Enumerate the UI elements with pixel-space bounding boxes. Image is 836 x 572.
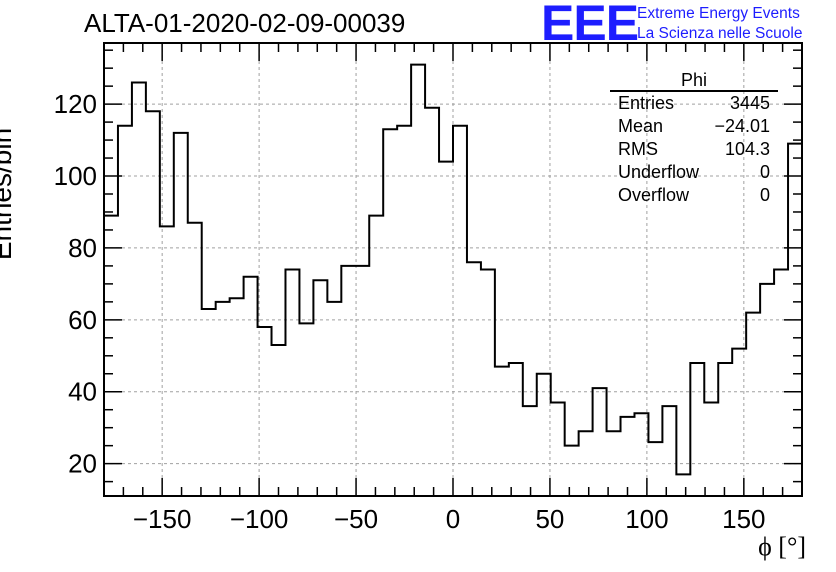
axis-ticks xyxy=(103,43,803,496)
stats-box: Phi Entries 3445 Mean −24.01 RMS 104.3 U… xyxy=(610,70,778,207)
eee-logo: EEE xyxy=(541,0,639,51)
x-axis-label: ϕ [°] xyxy=(758,532,806,561)
stats-box-divider xyxy=(610,90,778,92)
x-tick-label: −100 xyxy=(230,504,289,534)
stats-value: 3445 xyxy=(729,93,770,113)
histogram-series-line xyxy=(104,63,802,476)
stats-key: Overflow xyxy=(618,185,690,205)
stats-row-rms: RMS 104.3 xyxy=(610,138,778,161)
x-tick-label: 100 xyxy=(625,504,668,534)
stats-key: Entries xyxy=(618,93,675,113)
stats-value: 0 xyxy=(759,185,770,205)
x-tick-label: 150 xyxy=(722,504,765,534)
x-tick-label: −150 xyxy=(133,504,192,534)
x-tick-label: −50 xyxy=(334,504,378,534)
x-tick-label: 50 xyxy=(535,504,564,534)
stats-value: 104.3 xyxy=(724,139,770,159)
logo-line-2: La Scienza nelle Scuole xyxy=(637,25,803,42)
stats-row-underflow: Underflow 0 xyxy=(610,161,778,184)
y-tick-label: 20 xyxy=(68,449,97,479)
y-axis-label-text: Entries/bin xyxy=(0,127,17,261)
stats-value: 0 xyxy=(759,162,770,182)
stats-row-mean: Mean −24.01 xyxy=(610,115,778,138)
stats-key: Underflow xyxy=(618,162,700,182)
tick-labels: −150 −100 −50 0 50 100 150 20 40 60 80 100 120 xyxy=(54,89,766,534)
logo-line-1: Extreme Energy Events xyxy=(637,5,800,22)
y-tick-label: 60 xyxy=(68,305,97,335)
y-tick-label: 80 xyxy=(68,233,97,263)
y-tick-label: 100 xyxy=(54,161,97,191)
stats-row-entries: Entries 3445 xyxy=(610,92,778,115)
stats-box-title: Phi xyxy=(680,70,707,90)
stats-value: −24.01 xyxy=(714,116,770,136)
chart-title: ALTA-01-2020-02-09-00039 xyxy=(84,8,406,38)
x-tick-label: 0 xyxy=(446,504,460,534)
stats-key: Mean xyxy=(618,116,664,136)
stats-key: RMS xyxy=(618,139,658,159)
y-tick-label: 40 xyxy=(68,377,97,407)
grid-lines xyxy=(104,43,802,496)
y-tick-label: 120 xyxy=(54,89,97,119)
stats-row-overflow: Overflow 0 xyxy=(610,184,778,207)
